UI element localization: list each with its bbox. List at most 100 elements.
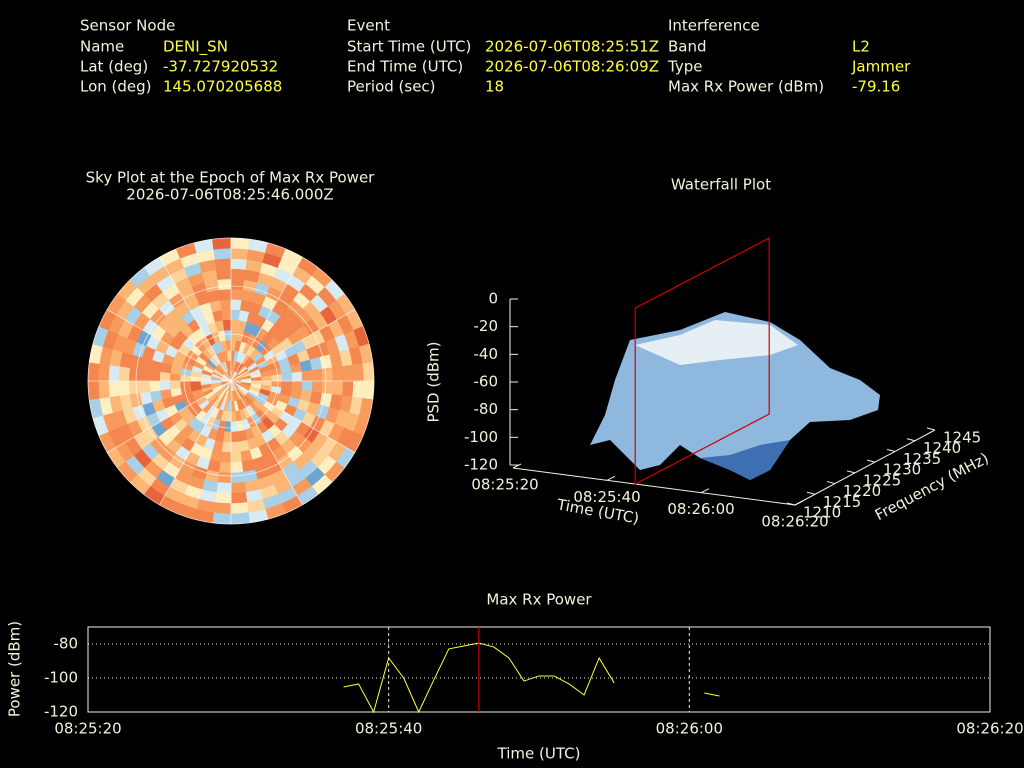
y-tick: [906, 438, 916, 442]
y-tick-label: 1235: [903, 450, 941, 468]
field-value: L2: [852, 38, 870, 56]
sky-spoke: [230, 380, 303, 506]
y-tick-label: 1230: [883, 461, 921, 479]
y-tick: [806, 491, 816, 495]
sky-cell: [230, 441, 241, 453]
chart-title: Max Rx Power: [486, 591, 592, 609]
field-label: End Time (UTC): [347, 58, 463, 76]
sky-spoke: [230, 309, 356, 382]
sky-spoke: [230, 256, 303, 382]
sky-plot: [87, 237, 375, 525]
sky-cell: [216, 268, 232, 281]
sky-cell: [230, 502, 249, 515]
y-tick-label: 1225: [863, 471, 901, 489]
sky-cell: [97, 380, 110, 399]
y-axis: [794, 429, 936, 506]
x-tick: [606, 475, 616, 481]
z-tick-label: -60: [474, 373, 499, 391]
x-axis-label: Time (UTC): [497, 745, 581, 763]
sky-cell: [222, 319, 232, 331]
sky-cell: [149, 370, 161, 382]
sky-cell: [212, 512, 232, 525]
x-tick-label: 08:25:20: [471, 476, 538, 494]
sky-cell: [362, 380, 375, 400]
sky-cell: [331, 380, 344, 396]
field-value: -37.727920532: [163, 58, 278, 76]
sky-cell: [213, 502, 232, 515]
x-tick-label: 08:25:40: [573, 488, 640, 506]
line: [343, 642, 720, 714]
section-title: Event: [347, 17, 390, 35]
sky-cell: [230, 288, 244, 301]
sky-cell: [230, 451, 242, 463]
sky-cell: [220, 451, 232, 463]
sky-spoke: [230, 380, 356, 453]
sky-cell: [87, 362, 100, 382]
y-tick-label: -100: [44, 669, 78, 687]
sky-cell: [149, 380, 161, 392]
sky-cell: [214, 492, 232, 504]
y-tick-label: 1215: [823, 493, 861, 511]
sky-cell: [230, 268, 246, 281]
surface-base: [700, 440, 790, 480]
field-value: -79.16: [852, 78, 900, 96]
chart-title: Sky Plot at the Epoch of Max Rx Power: [86, 169, 376, 187]
x-tick-label: 08:25:20: [54, 720, 121, 738]
sky-cell: [213, 247, 232, 260]
y-tick: [846, 470, 856, 474]
x-tick: [512, 463, 522, 469]
sky-spoke: [106, 309, 232, 382]
sky-cell: [214, 258, 232, 270]
z-tick-label: -20: [474, 317, 499, 335]
sky-cell: [138, 380, 151, 394]
sky-cell: [311, 368, 324, 382]
sky-cell: [220, 299, 232, 311]
y-tick: [826, 481, 836, 485]
sky-cell: [342, 364, 354, 382]
field-value: DENI_SN: [163, 38, 228, 57]
sky-cell: [230, 512, 250, 525]
sky-cell: [301, 370, 313, 382]
field-label: Start Time (UTC): [347, 38, 471, 56]
chart-subtitle: 2026-07-06T08:25:46.000Z: [126, 186, 333, 204]
sky-cell: [311, 380, 324, 394]
y-tick-label: -120: [44, 703, 78, 721]
sky-cell: [224, 329, 232, 341]
z-tick-label: -120: [464, 456, 498, 474]
x-tick-label: 08:26:00: [667, 500, 734, 518]
sky-cell: [216, 481, 232, 494]
sky-cell: [331, 366, 344, 382]
x-tick-label: 08:26:00: [656, 720, 723, 738]
sky-cell: [352, 380, 365, 399]
sky-cell: [362, 362, 375, 382]
sky-cell: [212, 237, 232, 250]
section-title: Sensor Node: [80, 17, 175, 35]
sky-cell: [97, 363, 110, 382]
z-tick-label: -80: [474, 400, 499, 418]
y-tick-label: -80: [54, 635, 79, 653]
x-tick-label: 08:26:20: [956, 720, 1023, 738]
y-tick: [786, 502, 796, 506]
epoch-plane: [634, 237, 770, 486]
sky-cell: [342, 380, 354, 398]
y-tick: [926, 427, 936, 431]
field-label: Band: [668, 38, 707, 56]
y-tick-label: 1240: [923, 439, 961, 457]
surface: [590, 312, 880, 480]
plot-frame: [87, 626, 991, 713]
sky-cell: [159, 380, 171, 391]
field-value: 2026-07-06T08:26:09Z: [485, 58, 659, 76]
field-label: Lat (deg): [80, 58, 148, 76]
y-tick-label: 1210: [803, 504, 841, 522]
sky-cell: [108, 364, 120, 382]
surface-top: [635, 320, 798, 365]
sky-cell: [221, 441, 232, 453]
sky-cell: [230, 431, 240, 443]
y-tick: [866, 459, 876, 463]
z-tick-label: -100: [464, 428, 498, 446]
sky-cell: [230, 421, 238, 433]
sky-spoke: [159, 256, 232, 382]
z-tick-label: -40: [474, 345, 499, 363]
x-axis: [512, 467, 796, 506]
